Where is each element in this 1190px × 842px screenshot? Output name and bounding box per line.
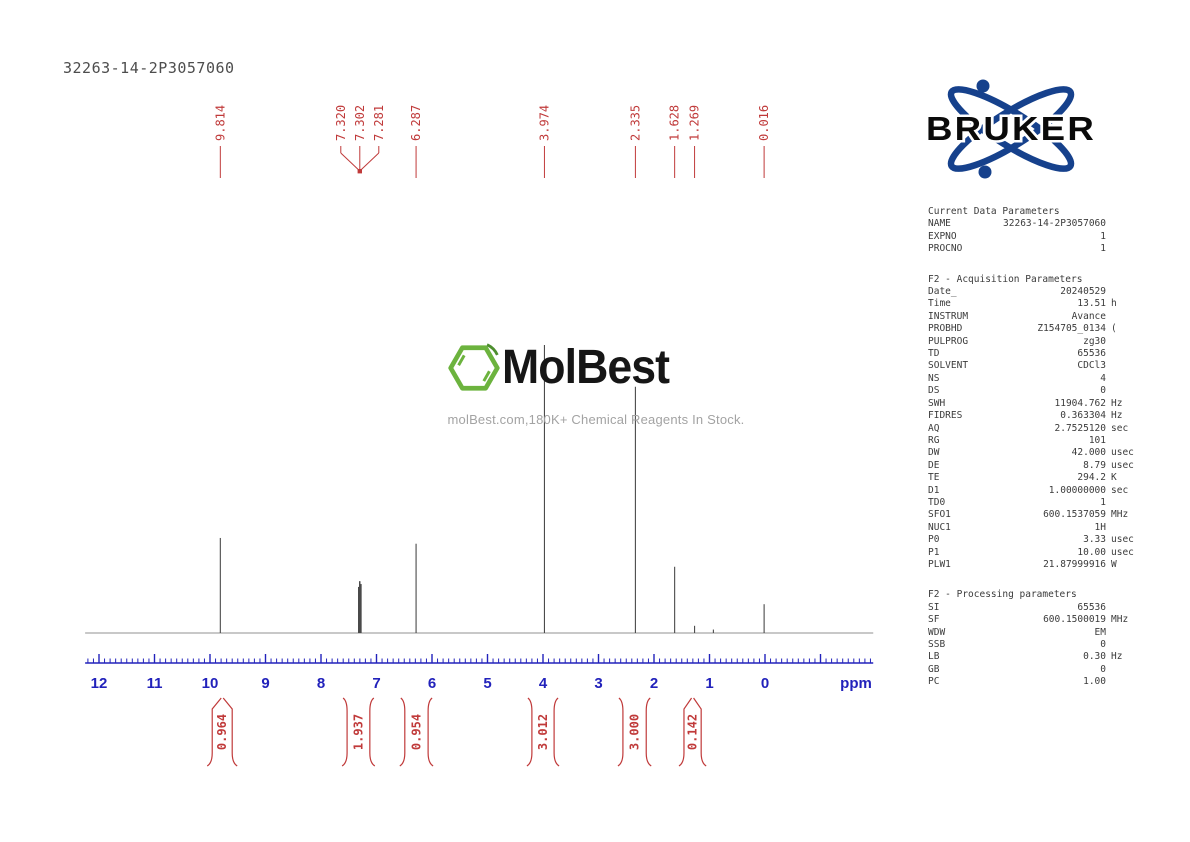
param-section-heading: F2 - Processing parameters [928, 589, 1077, 601]
x-axis-tick-label: 0 [761, 675, 769, 692]
param-row: P0 3.33 usec [928, 534, 1134, 546]
x-axis-tick-label: 6 [428, 675, 436, 692]
integral-value: 0.954 [409, 714, 423, 750]
integral-value: 0.964 [215, 714, 229, 750]
param-row: SFO1 600.1537059 MHz [928, 509, 1129, 521]
param-row: SSB 0 [928, 639, 1106, 650]
bruker-logo: BRUKER [923, 73, 1103, 185]
x-axis-tick-label: 3 [594, 675, 602, 692]
param-row: SWH 11904.762 Hz [928, 397, 1123, 409]
param-row: NAME 32263-14-2P3057060 [928, 218, 1106, 230]
integral-brackets: 0.964 1.937 0.954 3.012 3.000 0.142 [206, 697, 707, 767]
x-axis-tick-label: 11 [147, 675, 163, 692]
param-row: PROCNO 1 [928, 243, 1106, 255]
peak-label: 1.269 [688, 105, 702, 141]
molbest-subtitle: molBest.com,180K+ Chemical Reagents In S… [447, 412, 745, 427]
param-row: DS 0 [928, 385, 1106, 397]
peak-label: 0.016 [757, 105, 771, 141]
orbit-dot-top [976, 79, 990, 93]
param-row: GB 0 [928, 663, 1106, 675]
param-row: INSTRUM Avance [928, 310, 1106, 322]
parameters-panel: Current Data Parameters NAME 32263-14-2P30… [928, 206, 1142, 689]
param-section-heading: F2 - Acquisition Parameters [928, 273, 1083, 285]
molbest-logo-text: MolBest [502, 341, 670, 394]
param-row: PROBHD Z154705_0134( [928, 323, 1117, 335]
peak-label: 6.287 [409, 105, 423, 141]
param-row: SI 65536 [928, 601, 1106, 613]
peak-ppm-labels: 9.814 7.320 7.302 7.281 6.287 3.974 2.335 1.628… [213, 105, 771, 178]
x-axis-tick-label: 7 [372, 675, 380, 692]
param-row: TD0 1 [928, 496, 1106, 508]
param-section-heading: Current Data Parameters [928, 206, 1060, 217]
param-row: TE 294.2 K [928, 472, 1117, 484]
x-axis-tick-label: 1 [705, 675, 713, 692]
param-row: DE 8.79 usec [928, 459, 1134, 471]
peak-label: 7.320 [334, 105, 348, 141]
x-axis-tick-label: 5 [483, 675, 491, 692]
peak-label: 7.302 [353, 105, 367, 141]
x-axis-tick-label: 9 [261, 675, 269, 692]
x-axis-tick-label: 8 [317, 675, 325, 692]
spectrum-trace [85, 345, 874, 634]
param-row: PLW1 21.87999916 W [928, 558, 1117, 570]
param-row: NS 4 [928, 372, 1106, 384]
param-row: WDW EM [928, 626, 1106, 638]
param-row: Date_ 20240529 [928, 286, 1106, 298]
param-row: SF 600.1500019 MHz [928, 614, 1129, 626]
param-row: SOLVENT CDCl3 [928, 360, 1106, 372]
bruker-orbits-icon: BRUKER [924, 79, 1097, 179]
param-row: TD 65536 [928, 348, 1106, 360]
param-row: PULPROG zg30 [928, 335, 1106, 347]
molbest-hexagon-icon [448, 343, 500, 391]
bruker-logo-text: BRUKER [926, 110, 1096, 147]
sample-title: 32263-14-2P3057060 [63, 59, 235, 77]
param-row: AQ 2.7525120 sec [928, 422, 1129, 434]
x-axis-tick-label: 4 [539, 675, 548, 692]
param-row: PC 1.00 [928, 676, 1106, 688]
x-axis: 12 11 10 9 8 7 6 5 4 3 2 1 0 ppm [85, 654, 874, 692]
param-row: D1 1.00000000 sec [928, 484, 1129, 496]
param-row: P1 10.00 usec [928, 546, 1134, 558]
molbest-logo: MolBest [446, 338, 748, 398]
param-row: FIDRES 0.363304 Hz [928, 410, 1123, 422]
orbit-dot-bottom [978, 165, 992, 179]
peak-label: 1.628 [668, 105, 682, 141]
param-row: NUC1 1H [928, 521, 1106, 533]
integral-value: 3.000 [628, 714, 642, 750]
peak-label: 3.974 [537, 105, 551, 141]
peak-label: 9.814 [213, 105, 227, 141]
x-axis-unit-label: ppm [840, 675, 872, 692]
molbest-watermark: MolBest molBest.com,180K+ Chemical Reage… [446, 338, 748, 427]
param-row: RG 101 [928, 434, 1106, 446]
integral-value: 0.142 [686, 714, 700, 750]
x-axis-tick-label: 10 [202, 675, 219, 692]
peak-label: 2.335 [628, 105, 642, 141]
integral-value: 1.937 [351, 714, 365, 750]
peak-label: 7.281 [372, 105, 386, 141]
param-row: DW 42.000 usec [928, 447, 1134, 459]
integral-value: 3.012 [536, 714, 550, 750]
x-axis-tick-label: 2 [650, 675, 658, 692]
param-row: LB 0.30 Hz [928, 651, 1123, 663]
param-row: EXPNO 1 [928, 230, 1106, 242]
param-row: Time 13.51 h [928, 298, 1117, 310]
x-axis-tick-label: 12 [91, 675, 108, 692]
